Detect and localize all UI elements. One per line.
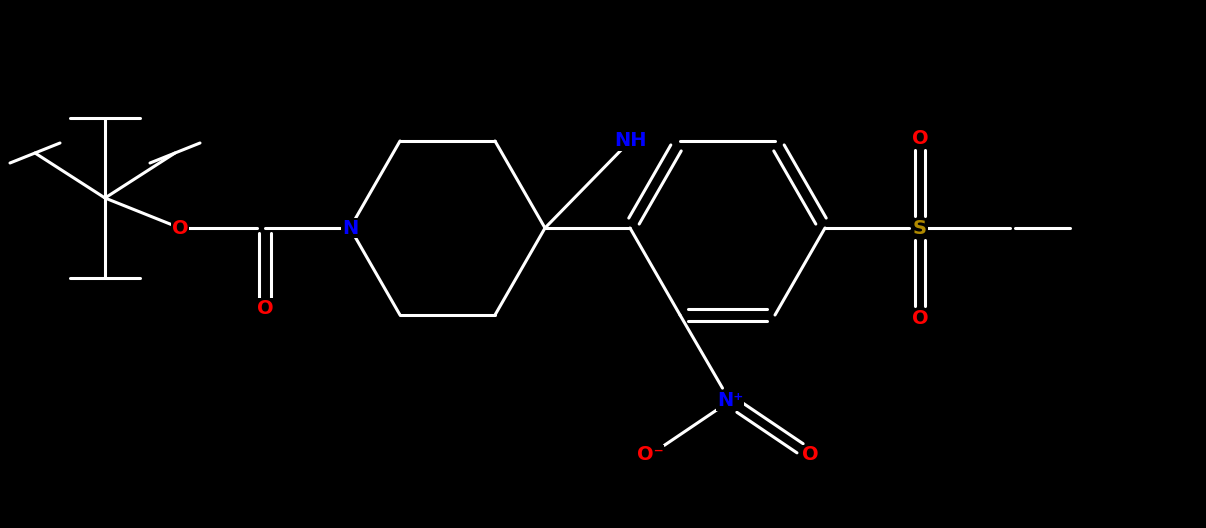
Text: O: O xyxy=(912,308,929,327)
Text: NH: NH xyxy=(614,131,646,150)
Text: O: O xyxy=(257,298,274,317)
Text: O: O xyxy=(912,128,929,147)
Text: O: O xyxy=(802,446,819,465)
Text: N⁺: N⁺ xyxy=(716,391,743,410)
Text: O⁻: O⁻ xyxy=(637,446,663,465)
Text: N: N xyxy=(341,219,358,238)
Text: S: S xyxy=(913,219,927,238)
Text: O: O xyxy=(171,219,188,238)
